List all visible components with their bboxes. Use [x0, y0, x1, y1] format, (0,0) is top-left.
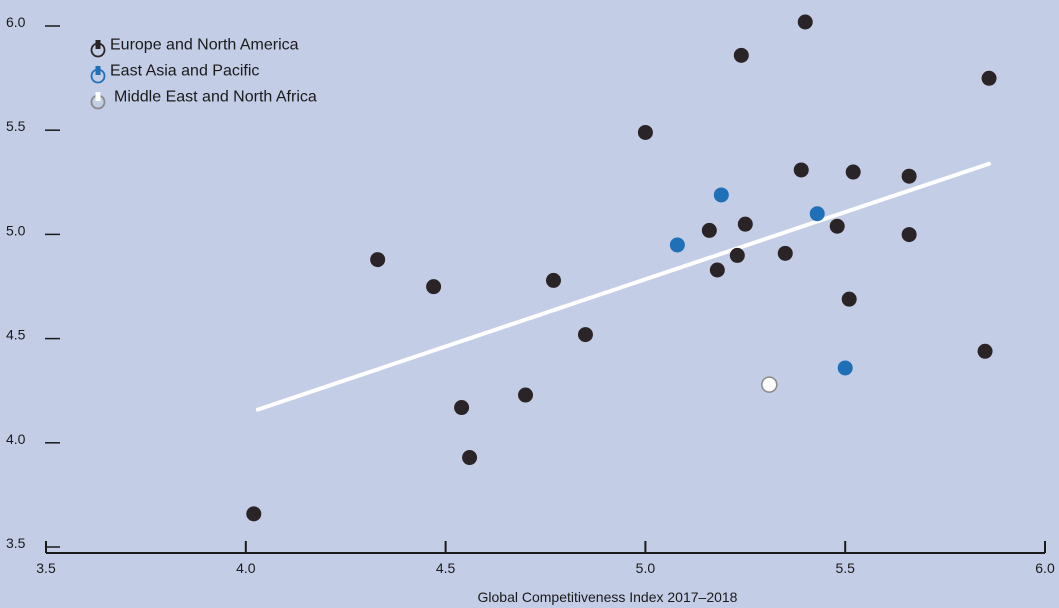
data-point: [713, 187, 729, 203]
legend-item: Europe and North America: [90, 37, 299, 58]
x-tick-label: 4.0: [236, 560, 256, 576]
data-point: [761, 376, 778, 393]
data-point: [793, 162, 809, 178]
y-tick-label: 5.5: [6, 118, 26, 134]
data-point: [733, 47, 749, 63]
y-tick-label: 3.5: [6, 535, 26, 551]
legend-marker-bar-icon: [95, 92, 101, 101]
y-tick-label: 4.0: [6, 431, 26, 447]
y-tick-label: 4.5: [6, 327, 26, 343]
data-point: [370, 252, 386, 268]
data-point: [829, 218, 845, 234]
data-points: [246, 14, 997, 522]
y-tick-label: 5.0: [6, 222, 26, 238]
trendline: [255, 161, 992, 412]
data-point: [981, 70, 997, 86]
data-point: [809, 206, 825, 222]
data-point: [837, 360, 853, 376]
legend-item: East Asia and Pacific: [90, 63, 259, 84]
data-point: [901, 168, 917, 184]
data-point: [845, 164, 861, 180]
legend-label: Middle East and North Africa: [114, 89, 317, 106]
y-tick-label: 6.0: [6, 14, 26, 30]
x-tick-label: 5.5: [835, 560, 855, 576]
legend-item: Middle East and North Africa: [90, 89, 317, 110]
x-axis-title: Global Competitiveness Index 2017–2018: [478, 589, 738, 605]
legend: Europe and North America East Asia and Pa…: [90, 37, 317, 110]
data-point: [518, 387, 534, 403]
data-point: [454, 400, 470, 416]
data-point: [841, 291, 857, 307]
data-point: [545, 272, 561, 288]
legend-label: Europe and North America: [110, 37, 299, 54]
data-point: [901, 227, 917, 243]
data-point: [577, 327, 593, 343]
data-point: [797, 14, 813, 30]
x-tick-label: 5.0: [636, 560, 656, 576]
x-axis: 3.5 4.0 4.5 5.0 5.5 6.0: [36, 541, 1055, 576]
x-tick-label: 3.5: [36, 560, 56, 576]
data-point: [777, 245, 793, 261]
data-point: [977, 343, 993, 359]
data-point: [246, 506, 262, 522]
x-tick-label: 6.0: [1035, 560, 1055, 576]
data-point: [737, 216, 753, 232]
data-point: [729, 247, 745, 263]
data-point: [669, 237, 685, 253]
y-axis: 3.5 4.0 4.5 5.0 5.5 6.0: [6, 14, 60, 551]
legend-marker-bar-icon: [95, 40, 101, 49]
data-point: [637, 124, 653, 140]
data-point: [426, 279, 442, 295]
data-point: [462, 450, 478, 466]
legend-label: East Asia and Pacific: [110, 63, 259, 80]
data-point: [701, 222, 717, 238]
x-tick-label: 4.5: [436, 560, 456, 576]
legend-marker-bar-icon: [95, 66, 101, 75]
data-point: [709, 262, 725, 278]
